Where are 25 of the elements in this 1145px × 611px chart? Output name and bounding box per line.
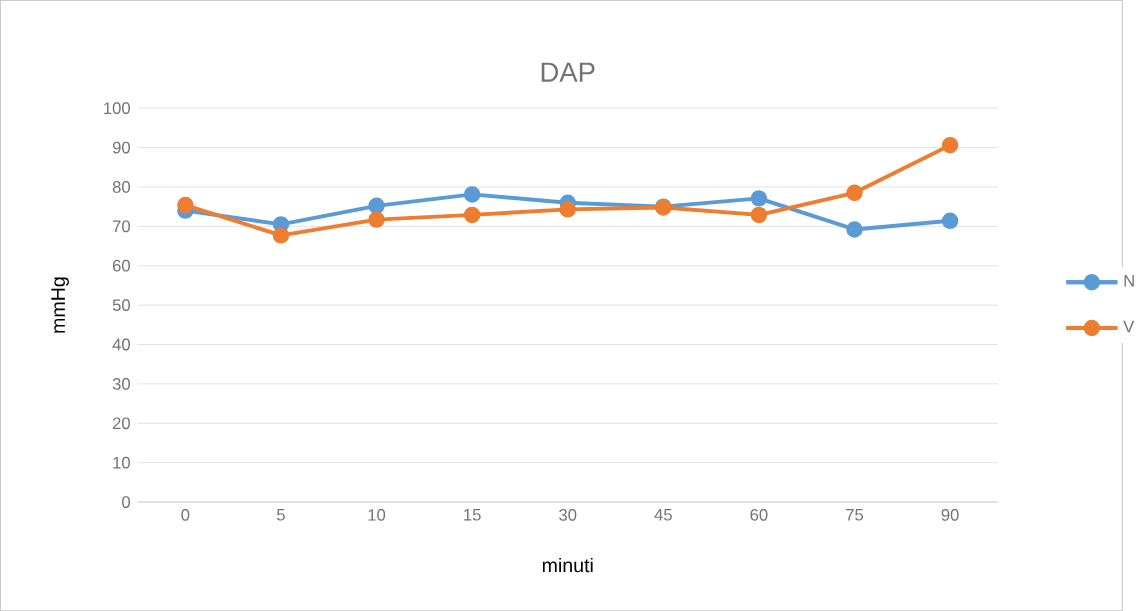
y-tick-label: 40 xyxy=(112,338,130,351)
y-tick-label: 10 xyxy=(113,456,130,469)
y-tick-label: 90 xyxy=(112,141,130,154)
y-tick-label: 60 xyxy=(112,259,130,272)
legend-label: V xyxy=(1123,320,1135,333)
y-tick-label: 70 xyxy=(112,220,130,233)
y-axis-title: mmHg xyxy=(51,277,69,333)
x-axis-title: minuti xyxy=(542,557,593,573)
y-tick-label: 0 xyxy=(122,496,130,508)
y-tick-label: 100 xyxy=(104,102,130,114)
x-tick-label: 90 xyxy=(941,508,959,521)
y-tick-label: 30 xyxy=(112,377,130,390)
x-tick-label: 15 xyxy=(464,508,481,521)
x-tick-label: 0 xyxy=(181,508,190,521)
y-tick-label: 20 xyxy=(112,417,130,430)
y-tick-label: 80 xyxy=(112,180,130,193)
x-tick-label: 60 xyxy=(750,508,768,521)
x-tick-label: 10 xyxy=(368,508,386,521)
x-tick-label: 30 xyxy=(559,508,577,521)
y-tick-label: 50 xyxy=(112,299,130,311)
x-tick-label: 5 xyxy=(277,508,285,521)
chart-title: DAP xyxy=(541,62,595,82)
legend-label: N xyxy=(1124,274,1134,287)
x-tick-label: 75 xyxy=(846,508,864,521)
x-tick-label: 45 xyxy=(654,508,672,521)
